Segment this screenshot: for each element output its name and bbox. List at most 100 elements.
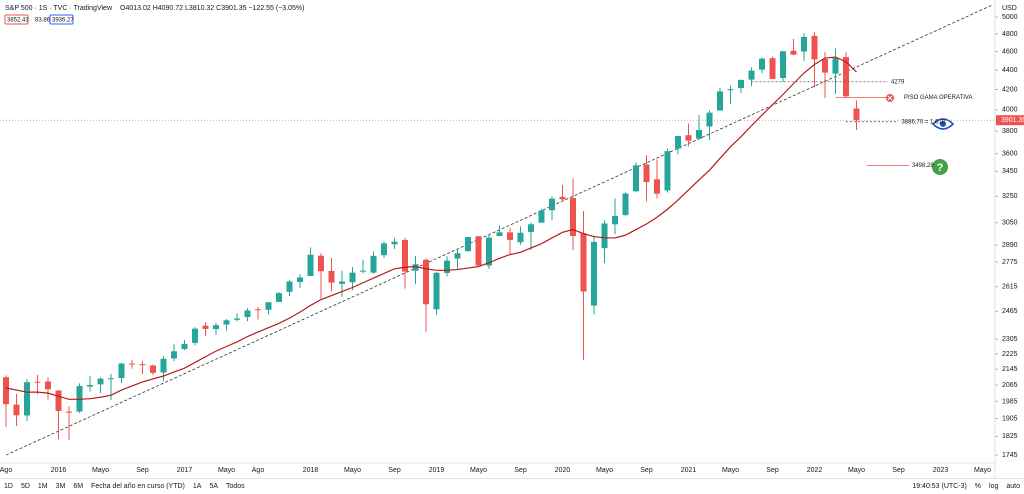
candle-body [87,384,93,387]
candle-body [318,255,324,272]
scale-option[interactable]: auto [1006,483,1020,490]
question-icon [932,159,948,175]
x-tick-label: 2021 [681,467,697,474]
candle-body [276,293,282,302]
y-tick-label: 2890 [1002,242,1018,249]
candle-body [202,325,209,329]
y-tick-label: 1825 [1002,433,1018,440]
range-button[interactable]: 3M [55,483,66,490]
candle-body [591,241,597,306]
last-price-label: 3901.35 [1001,117,1024,124]
candle-body [496,232,503,236]
candle-body [160,358,167,373]
range-button[interactable]: 1D [4,483,13,490]
badge-box [4,14,29,25]
question-icon: ? [937,162,944,174]
y-tick-label: 3600 [1002,151,1018,158]
candle-body [265,302,272,310]
candle-body [475,236,482,266]
y-tick-label: 4800 [1002,31,1018,38]
badge-label: 3936.27 [52,18,74,24]
y-tick-label: 1905 [1002,415,1018,422]
range-button[interactable]: 5D [20,483,30,490]
candle-body [234,318,240,320]
x-tick-label: Mayo [344,467,361,474]
candle-body [328,270,335,283]
candle-body [349,272,356,283]
candle-body [45,381,51,390]
candle-body [381,243,387,256]
candle-body [192,328,198,343]
badge-label: 3852.43 [7,18,29,24]
candle-body [3,377,9,405]
candle-body [790,50,797,55]
x-tick-label: Sep [388,467,401,474]
chart: S&P 500 · 1S · TVC · TradingView O4013.0… [0,0,1024,478]
x-tick-label: Ago [0,467,12,474]
x-tick-label: Mayo [470,467,487,474]
y-tick-label: 4200 [1002,86,1018,93]
x-icon [887,95,893,101]
candle-body [34,381,41,383]
candle-body [664,151,671,191]
candle-body [685,135,692,141]
candle-body [832,58,839,74]
y-tick-label: 2465 [1002,308,1018,315]
candle-body [129,363,135,365]
candle-body [811,35,818,60]
y-tick-label: 3250 [1002,193,1018,200]
level-label: 3498.28 [912,163,934,169]
candle-body [297,277,303,282]
x-tick-label: Sep [640,467,653,474]
candle-body [433,272,440,310]
last-price-box [996,115,1024,126]
candle-body [528,224,534,232]
candle-body [580,233,587,292]
range-button[interactable]: Fecha del año en curso (YTD) [91,483,185,490]
y-tick-label: 2305 [1002,336,1018,343]
scale-option[interactable]: % [974,483,982,490]
range-button[interactable]: 5A [209,483,218,490]
y-tick-label: 1745 [1002,452,1018,459]
x-tick-label: 2022 [807,467,823,474]
range-button[interactable]: Todos [226,483,245,490]
candle-body [244,310,251,318]
plot-area [0,4,995,456]
candle-body [171,351,177,359]
candle-body [307,254,314,277]
badge: 3852.43 [4,14,29,25]
y-tick-label: 5000 [1002,14,1018,21]
x-tick-label: Mayo [596,467,613,474]
candle-body [822,59,828,73]
range-button[interactable]: 1A [192,483,202,490]
candle-body [706,112,713,127]
x-tick-label: Sep [514,467,527,474]
candle-body [559,196,566,200]
candle-body [339,281,345,284]
y-tick-label: 4000 [1002,107,1018,114]
x-tick-label: 2017 [177,467,193,474]
moving-average [5,56,857,400]
candle-body [643,164,650,183]
candle-body [108,378,114,380]
y-tick-label: 2615 [1002,284,1018,291]
y-tick-label: 4400 [1002,67,1018,74]
candle-body [66,411,72,413]
range-button[interactable]: 1M [37,483,48,490]
clock: 19:40:53 (UTC-3) [912,483,967,490]
candle-body [55,390,62,411]
candle-body [150,365,156,373]
range-button[interactable]: 6M [73,483,84,490]
candle-body [759,58,765,70]
x-tick-label: 2020 [555,467,571,474]
x-tick-label: Mayo [974,467,991,474]
toolbar: 1D 5D 1M 3M 6M Fecha del año en curso (YTD) 1A… [0,478,1024,494]
candle-body [213,325,219,330]
candle-body [538,210,545,223]
x-tick-label: Sep [766,467,779,474]
candle-body [391,241,398,245]
scale-option[interactable]: log [989,483,999,490]
eye-icon [931,118,955,130]
candle-body [255,309,261,311]
